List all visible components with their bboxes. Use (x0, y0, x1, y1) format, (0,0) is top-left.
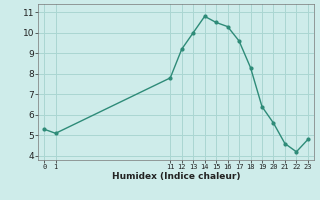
X-axis label: Humidex (Indice chaleur): Humidex (Indice chaleur) (112, 172, 240, 181)
